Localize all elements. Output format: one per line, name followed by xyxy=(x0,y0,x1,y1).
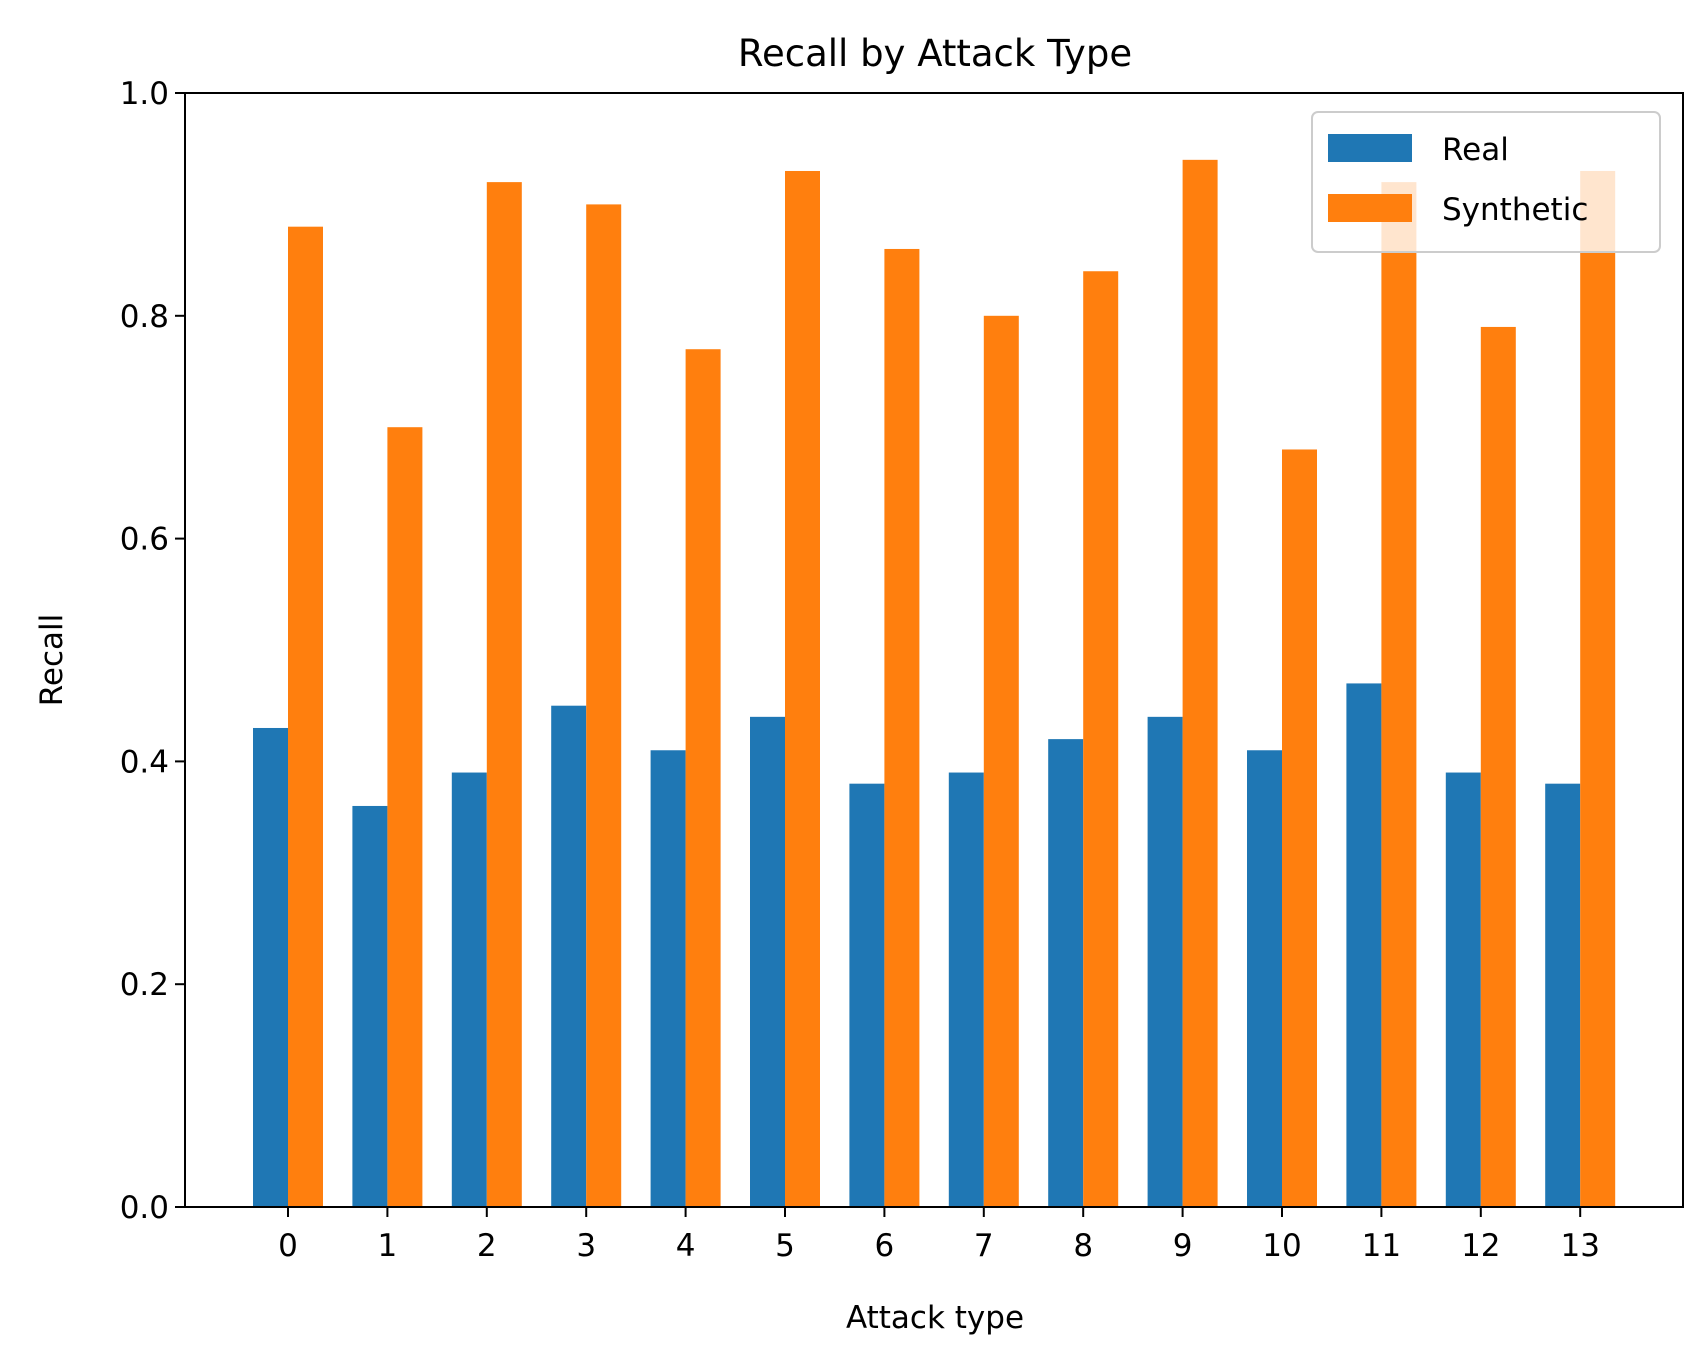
bar-synthetic-13 xyxy=(1580,170,1616,1208)
x-tick-label: 0 xyxy=(278,1228,298,1264)
plot-area xyxy=(253,159,1616,1208)
bar-synthetic-5 xyxy=(785,170,820,1208)
x-tick-label: 7 xyxy=(974,1228,994,1264)
x-tick-label: 9 xyxy=(1173,1228,1193,1264)
bar-synthetic-11 xyxy=(1381,182,1417,1207)
legend-swatch-synthetic xyxy=(1328,194,1412,222)
y-axis: 0.0 0.2 0.4 0.6 0.8 1.0 xyxy=(120,76,185,1226)
x-tick-label: 13 xyxy=(1560,1228,1599,1264)
bar-synthetic-4 xyxy=(685,349,721,1208)
x-tick-label: 4 xyxy=(676,1228,696,1264)
bar-real-10 xyxy=(1247,750,1282,1207)
bar-real-3 xyxy=(551,705,587,1207)
bar-real-7 xyxy=(948,772,984,1207)
legend-swatch-real xyxy=(1328,134,1412,162)
x-tick-label: 1 xyxy=(378,1228,398,1264)
bar-real-6 xyxy=(849,783,885,1207)
bar-synthetic-1 xyxy=(387,427,423,1207)
x-tick-label: 8 xyxy=(1073,1228,1093,1264)
bar-real-0 xyxy=(253,727,288,1207)
y-tick-label: 0.4 xyxy=(120,744,169,780)
bar-real-8 xyxy=(1048,739,1084,1207)
x-tick-label: 10 xyxy=(1262,1228,1301,1264)
y-tick-label: 0.8 xyxy=(120,299,169,335)
bar-real-9 xyxy=(1147,716,1183,1207)
bar-synthetic-2 xyxy=(486,182,522,1207)
legend-label-real: Real xyxy=(1442,132,1509,168)
bar-real-12 xyxy=(1445,772,1481,1207)
bar-synthetic-12 xyxy=(1480,326,1516,1207)
x-tick-label: 2 xyxy=(477,1228,497,1264)
series-synthetic xyxy=(288,159,1616,1208)
x-tick-label: 5 xyxy=(775,1228,795,1264)
x-tick-label: 6 xyxy=(875,1228,895,1264)
bar-synthetic-9 xyxy=(1182,159,1218,1208)
x-tick-label: 11 xyxy=(1362,1228,1401,1264)
bar-real-2 xyxy=(451,772,487,1207)
legend-label-synthetic: Synthetic xyxy=(1442,192,1588,228)
chart-title: Recall by Attack Type xyxy=(738,32,1132,75)
legend: Real Synthetic xyxy=(1311,111,1661,253)
y-tick-label: 0.6 xyxy=(120,522,169,558)
bar-real-11 xyxy=(1346,683,1382,1207)
bar-synthetic-0 xyxy=(288,226,323,1207)
bar-synthetic-10 xyxy=(1282,449,1317,1208)
x-axis-label: Attack type xyxy=(846,1300,1024,1336)
bar-real-5 xyxy=(750,716,785,1207)
bar-synthetic-8 xyxy=(1083,271,1119,1207)
bar-real-1 xyxy=(352,805,388,1207)
y-tick-label: 0.2 xyxy=(120,967,169,1003)
bar-real-13 xyxy=(1545,783,1581,1207)
bar-real-4 xyxy=(650,750,686,1207)
x-tick-label: 3 xyxy=(576,1228,596,1264)
bar-synthetic-3 xyxy=(586,204,622,1207)
y-tick-label: 0.0 xyxy=(120,1190,169,1226)
series-real xyxy=(253,683,1581,1207)
x-tick-label: 12 xyxy=(1461,1228,1500,1264)
bar-synthetic-7 xyxy=(983,315,1019,1207)
axes-frame xyxy=(184,92,1684,1208)
x-axis: 0 1 2 3 4 5 6 7 8 9 10 11 12 13 xyxy=(278,1207,1600,1264)
bar-synthetic-6 xyxy=(884,248,920,1207)
y-axis-label: Recall xyxy=(34,614,70,707)
y-tick-label: 1.0 xyxy=(120,76,169,112)
